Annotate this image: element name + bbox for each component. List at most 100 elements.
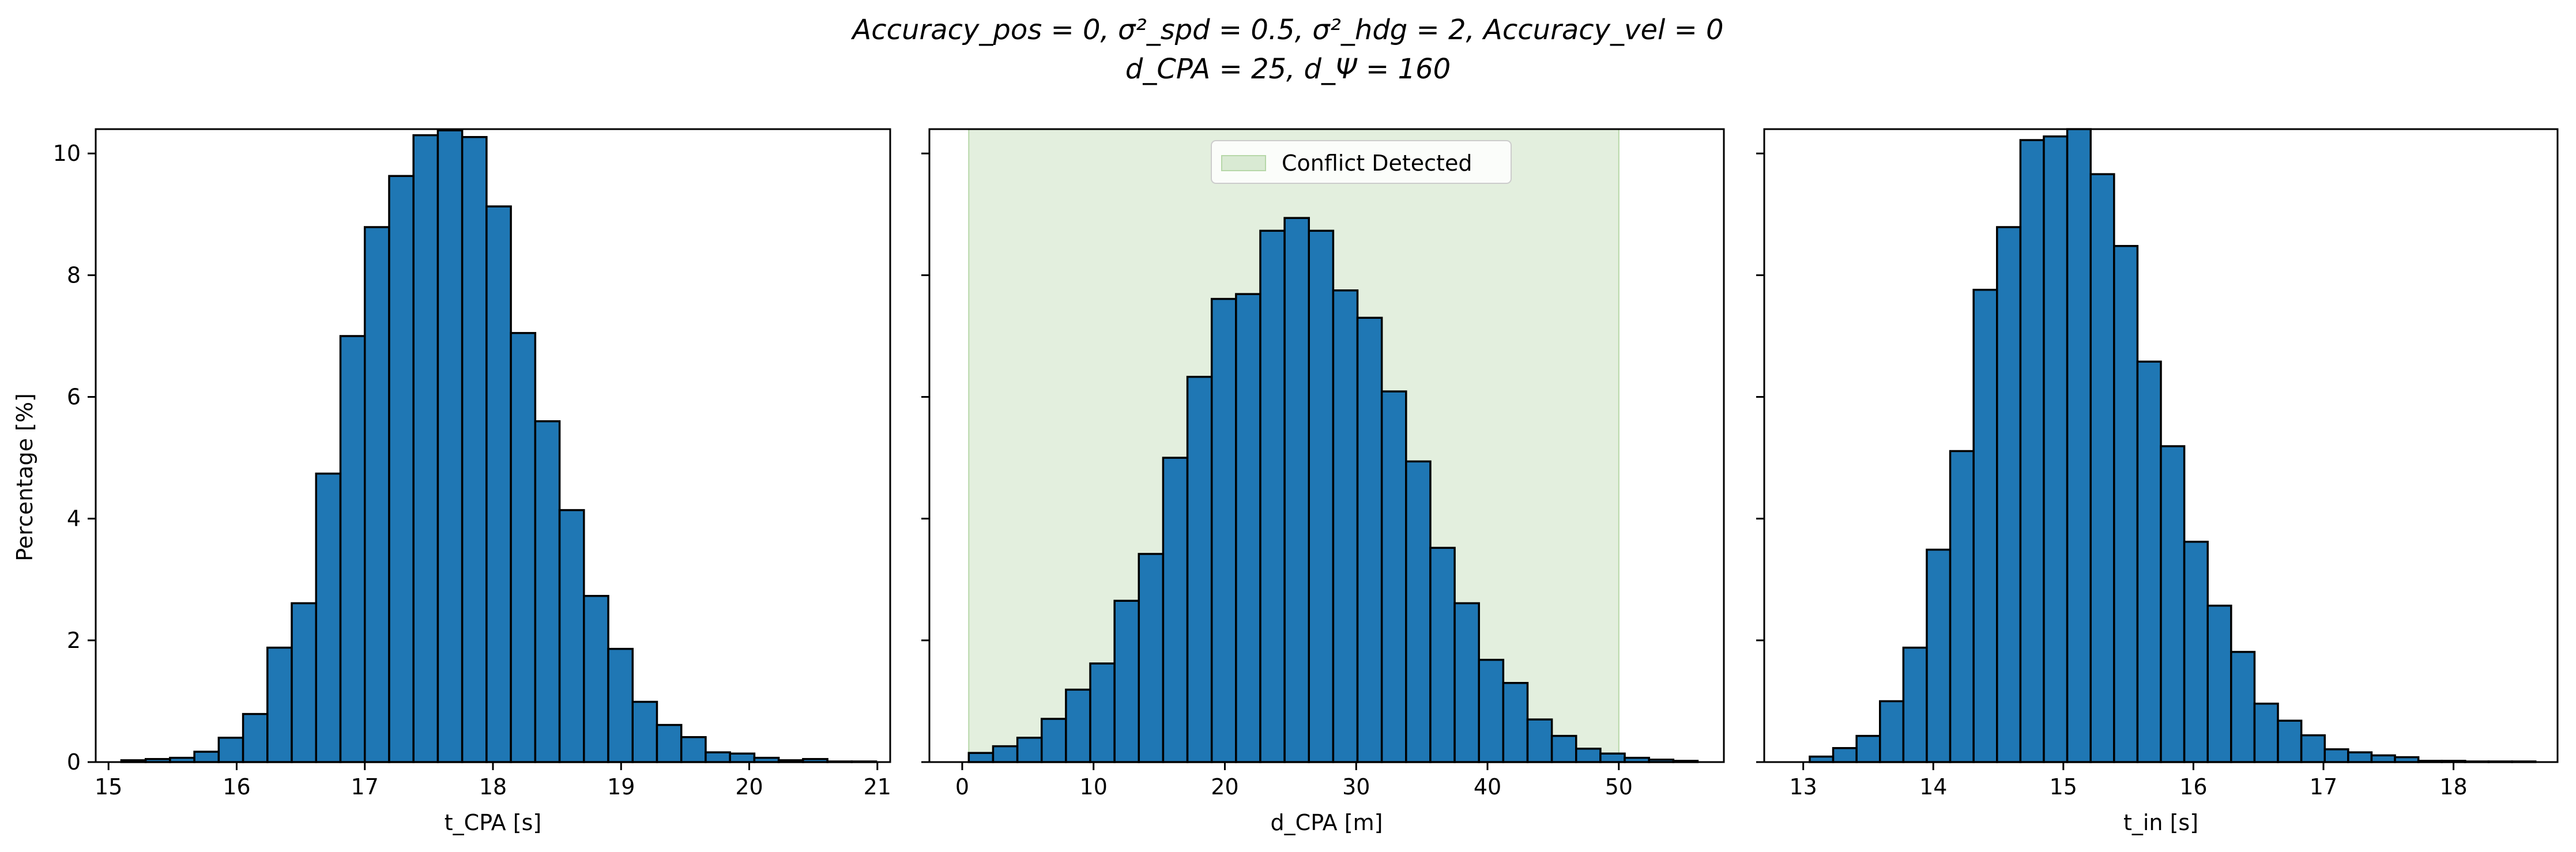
- histogram-bar: [1138, 553, 1165, 763]
- histogram-bar: [1575, 748, 1602, 763]
- histogram-bar: [583, 595, 609, 763]
- x-axis-label: d_CPA [m]: [1271, 810, 1383, 835]
- histogram-bar: [1380, 390, 1407, 763]
- y-axis-label: Percentage [%]: [12, 393, 37, 561]
- x-axis-label: t_in [s]: [2123, 810, 2198, 835]
- x-tick-label: 18: [479, 774, 507, 800]
- histogram-bar: [461, 135, 488, 763]
- histogram-bar: [1040, 718, 1067, 763]
- figure-title-line-1: Accuracy_pos = 0, σ²_spd = 0.5, σ²_hdg =…: [0, 14, 2576, 46]
- histogram-bar: [1599, 752, 1626, 763]
- x-tick-label: 15: [95, 774, 122, 800]
- x-axis-label: t_CPA [s]: [445, 810, 541, 835]
- histogram-bar: [2277, 719, 2303, 763]
- y-tick-label: 6: [67, 384, 81, 410]
- histogram-bar: [1902, 646, 1928, 763]
- histogram-bar: [1186, 375, 1213, 763]
- histogram-bar: [1113, 600, 1140, 763]
- histogram-bar: [2183, 541, 2209, 763]
- histogram-bar: [1855, 734, 1881, 763]
- histogram-bar: [967, 752, 995, 763]
- axes-frame: [928, 128, 1725, 763]
- histogram-bar: [436, 129, 464, 763]
- histogram-bar: [2160, 445, 2186, 763]
- x-tick-label: 40: [1474, 774, 1501, 800]
- histogram-bar: [1879, 700, 1905, 763]
- histogram-bar: [1405, 460, 1432, 763]
- histogram-bar: [1949, 450, 1975, 763]
- histogram-bar: [1526, 718, 1553, 763]
- histogram-bar: [1478, 658, 1505, 763]
- histogram-bar: [1332, 289, 1359, 763]
- x-tick-label: 17: [2310, 774, 2337, 800]
- histogram-bar: [1429, 546, 1456, 763]
- histogram-bar: [2089, 173, 2115, 763]
- legend-box: [1211, 140, 1512, 184]
- x-tick-label: 13: [1789, 774, 1817, 800]
- title-line-1-text: Accuracy_pos = 0, σ²_spd = 0.5, σ²_hdg =…: [852, 14, 1724, 46]
- histogram-bar: [1235, 293, 1261, 763]
- histogram-bar: [729, 752, 756, 763]
- histogram-bar: [2370, 754, 2396, 763]
- x-tick-label: 15: [2050, 774, 2077, 800]
- histogram-bar: [1832, 747, 1858, 763]
- x-tick-label: 10: [1080, 774, 1108, 800]
- x-tick-label: 16: [223, 774, 250, 800]
- histogram-bar: [1065, 688, 1091, 763]
- y-tick-label: 8: [67, 262, 81, 288]
- histogram-bar: [291, 602, 318, 763]
- x-tick-label: 14: [1919, 774, 1947, 800]
- y-tick-label: 10: [53, 141, 81, 166]
- x-tick-label: 30: [1342, 774, 1370, 800]
- histogram-bar: [1996, 226, 2022, 763]
- histogram-bar: [217, 737, 244, 763]
- histogram-bar: [1453, 602, 1480, 763]
- histogram-bar: [193, 751, 220, 763]
- histogram-bar: [363, 226, 390, 763]
- histogram-bar: [1210, 297, 1237, 763]
- histogram-bar: [2113, 244, 2139, 763]
- histogram-bar: [1356, 316, 1383, 763]
- x-tick-label: 0: [955, 774, 969, 800]
- histogram-bar: [2253, 702, 2279, 763]
- legend-label: Conflict Detected: [1282, 150, 1472, 176]
- histogram-bar: [2136, 360, 2162, 763]
- histogram-bar: [1550, 734, 1577, 763]
- histogram-bar: [2230, 651, 2256, 763]
- histogram-bar: [1259, 229, 1286, 763]
- title-line-2-text: d_CPA = 25, d_Ψ = 160: [1125, 53, 1451, 85]
- histogram-bar: [339, 335, 366, 763]
- histogram-bar: [510, 331, 537, 763]
- y-tick-label: 2: [67, 628, 81, 653]
- histogram-bar: [992, 745, 1019, 763]
- histogram-bar: [2206, 604, 2232, 763]
- histogram-bar: [1283, 217, 1310, 763]
- histogram-bar: [607, 647, 634, 763]
- legend-swatch: [1221, 155, 1266, 171]
- x-tick-label: 18: [2439, 774, 2467, 800]
- x-tick-label: 21: [864, 774, 891, 800]
- x-tick-label: 17: [351, 774, 379, 800]
- histogram-bar: [1308, 229, 1335, 763]
- histogram-bar: [388, 175, 415, 763]
- histogram-bar: [631, 700, 658, 763]
- y-tick-label: 0: [67, 749, 81, 775]
- x-tick-label: 20: [735, 774, 763, 800]
- x-tick-label: 19: [607, 774, 635, 800]
- x-tick-label: 50: [1605, 774, 1633, 800]
- histogram-bar: [315, 472, 342, 763]
- histogram-bar: [2019, 139, 2045, 763]
- x-tick-label: 16: [2179, 774, 2207, 800]
- histogram-bar: [2066, 128, 2092, 763]
- histogram-bar: [2347, 751, 2373, 763]
- histogram-bar: [242, 712, 269, 763]
- figure-title-line-2: d_CPA = 25, d_Ψ = 160: [0, 53, 2576, 85]
- histogram-bar: [2323, 748, 2349, 763]
- axes-frame: [1763, 128, 2559, 763]
- histogram-bar: [1089, 662, 1116, 763]
- histogram-bar: [1926, 548, 1952, 763]
- histogram-bar: [1972, 288, 1998, 763]
- histogram-bar: [1016, 737, 1043, 763]
- histogram-bar: [680, 736, 707, 763]
